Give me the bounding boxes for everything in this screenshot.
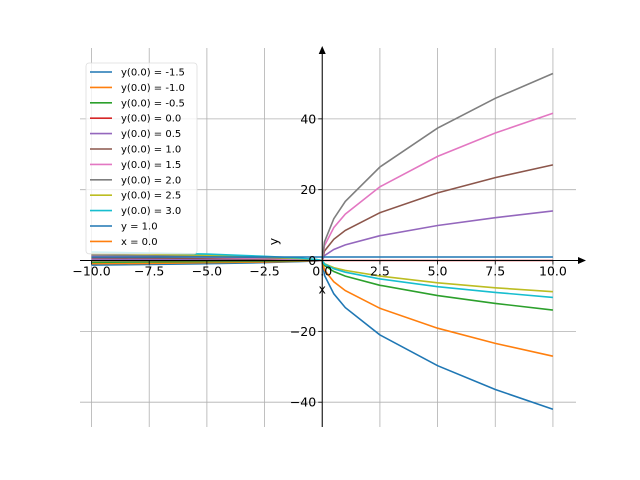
x-axis-label: x (319, 282, 326, 297)
series-line (91, 259, 554, 357)
y-tick-label: 20 (300, 182, 316, 197)
legend-label: y(0.0) = 0.5 (121, 129, 181, 140)
legend-label: y(0.0) = 0.0 (121, 114, 181, 125)
x-tick-label: 7.5 (485, 264, 505, 279)
y-axis-label: y (266, 237, 281, 245)
y-tick-label: 0 (308, 253, 316, 268)
y-tick-label: −20 (290, 324, 316, 339)
legend-label: y(0.0) = 2.5 (121, 191, 181, 202)
x-tick-label: −2.5 (249, 264, 279, 279)
legend-label: y(0.0) = -1.5 (121, 68, 185, 79)
x-axis-arrow (578, 257, 586, 265)
legend-label: y(0.0) = -1.0 (121, 83, 185, 94)
axes (80, 46, 586, 427)
x-tick-label: −5.0 (192, 264, 222, 279)
y-tick-label: −40 (290, 395, 316, 410)
legend-label: y(0.0) = 3.0 (121, 206, 181, 217)
legend-label: y = 1.0 (121, 222, 158, 233)
legend-frame (85, 62, 198, 255)
legend-label: y(0.0) = 1.5 (121, 160, 181, 171)
x-tick-label: 2.5 (370, 264, 390, 279)
y-axis-arrow (318, 46, 326, 54)
legend-label: y(0.0) = 1.0 (121, 145, 181, 156)
legend-label: y(0.0) = 2.0 (121, 175, 181, 186)
grid (80, 48, 576, 427)
x-tick-label: −10.0 (72, 264, 110, 279)
x-tick-label: −7.5 (134, 264, 164, 279)
legend-label: x = 0.0 (121, 237, 158, 248)
x-tick-label: 5.0 (428, 264, 448, 279)
ticks: −10.0 −7.5 −5.0 −2.5 0.0 2.5 5.0 7.5 10.0 −40 −20 2… (72, 111, 567, 409)
y-tick-label: 40 (300, 111, 316, 126)
legend: y(0.0) = -1.5 y(0.0) = -1.0 y(0.0) = -0.5 y… (85, 62, 198, 255)
x-tick-label: 0.0 (312, 264, 332, 279)
legend-label: y(0.0) = -0.5 (121, 98, 185, 109)
x-tick-label: 10.0 (539, 264, 567, 279)
series-line (91, 251, 553, 299)
